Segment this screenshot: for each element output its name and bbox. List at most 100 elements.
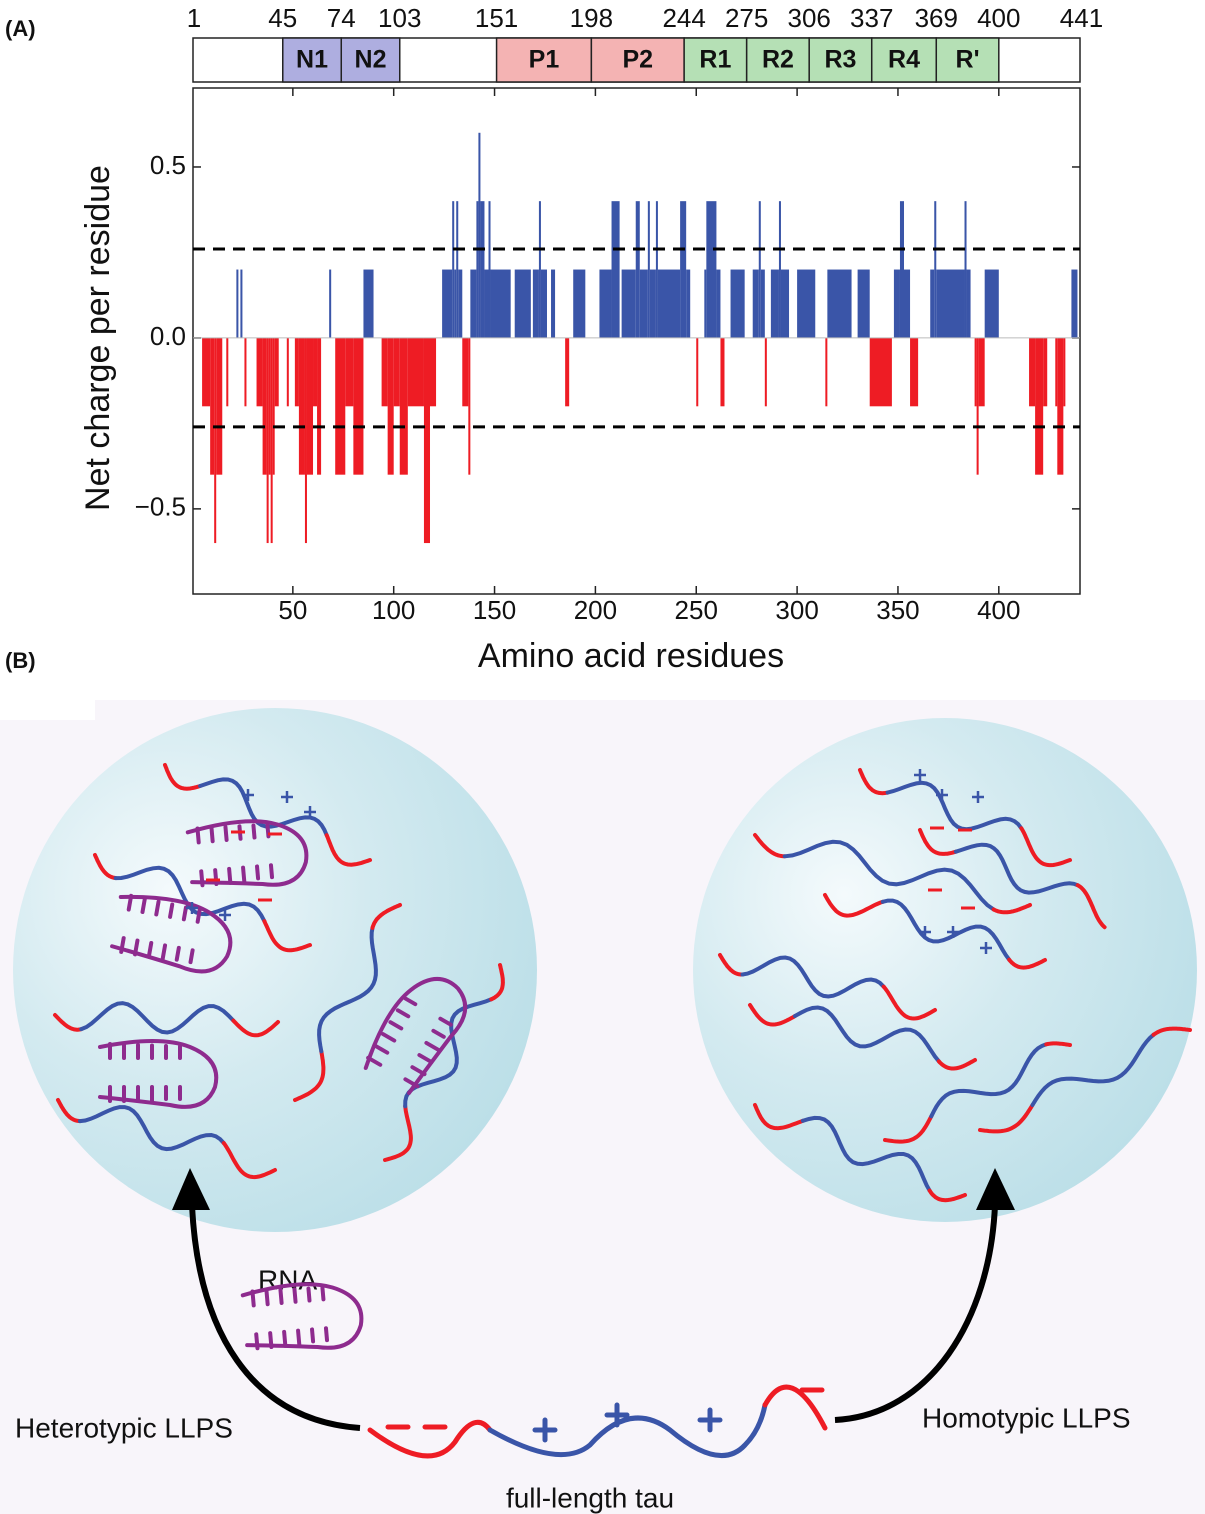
- domain-boundary-label: 441: [1060, 3, 1103, 33]
- x-axis-label: Amino acid residues: [478, 637, 784, 675]
- tau-chain: [800, 1115, 932, 1193]
- bar: [936, 269, 965, 338]
- tau-label: full-length tau: [506, 1482, 674, 1513]
- y-axis-label: Net charge per residue: [79, 165, 117, 511]
- bar: [966, 269, 971, 338]
- bar: [317, 337, 322, 475]
- bar: [978, 337, 985, 407]
- bar: [480, 201, 485, 338]
- bar: [764, 337, 767, 407]
- bar: [490, 269, 511, 338]
- bar: [381, 337, 388, 407]
- bar: [706, 201, 717, 338]
- rna-base: [168, 902, 175, 919]
- bar: [910, 337, 919, 407]
- bar: [304, 337, 307, 544]
- bar: [387, 337, 394, 475]
- rna-base: [292, 1287, 298, 1304]
- bar: [573, 269, 586, 338]
- rna-base: [431, 1028, 446, 1039]
- rna-base: [417, 1053, 434, 1065]
- domain-label: R': [956, 46, 980, 74]
- bar: [730, 269, 745, 338]
- rna-base: [126, 893, 134, 912]
- bar: [899, 201, 905, 338]
- rna-base: [320, 1285, 326, 1302]
- rna-backbone: [363, 977, 468, 1095]
- tau-chain: [221, 1141, 277, 1180]
- tau-chain: [880, 898, 1012, 962]
- bar: [551, 269, 556, 338]
- x-tick-label: 300: [775, 595, 818, 625]
- panel-a: (A) Amino acid residues Net charge per r…: [5, 3, 1103, 675]
- tau-chain: [718, 953, 745, 977]
- bar: [532, 269, 539, 338]
- plus-sign: [281, 791, 293, 803]
- domain-boundary-label: 45: [268, 3, 297, 33]
- arrow: [834, 1204, 998, 1423]
- bar: [452, 201, 455, 338]
- rna-base: [395, 1008, 411, 1019]
- bar: [274, 337, 279, 407]
- rna-base: [255, 864, 261, 881]
- bar: [476, 201, 479, 338]
- domain-label: N1: [296, 46, 328, 74]
- bar: [458, 269, 463, 338]
- domain-boundary-label: 275: [725, 3, 768, 33]
- rna-base: [174, 945, 181, 962]
- bar: [752, 269, 759, 338]
- bar: [214, 337, 217, 544]
- bar: [393, 337, 400, 407]
- rna-base: [403, 1077, 420, 1089]
- bar: [363, 269, 374, 338]
- rna-base: [410, 1065, 427, 1077]
- rna-base: [310, 1327, 316, 1344]
- rna-base: [254, 1332, 260, 1351]
- rna-base: [119, 936, 126, 954]
- plus-sign: [219, 909, 231, 921]
- tau-chain: [53, 1013, 84, 1032]
- domain-boundary-label: 1: [187, 3, 201, 33]
- arrow-head: [172, 1168, 210, 1210]
- rna: [98, 1039, 219, 1109]
- bar: [716, 269, 721, 338]
- bar: [655, 201, 658, 338]
- tau-chain: [262, 919, 312, 953]
- bar: [704, 269, 707, 338]
- rna-backbone: [110, 894, 233, 974]
- bar: [540, 269, 547, 338]
- bar: [345, 337, 354, 407]
- domain-label: R1: [699, 46, 731, 74]
- bar: [210, 337, 215, 475]
- rna: [110, 893, 233, 974]
- plus-sign: [919, 926, 931, 938]
- bar: [565, 337, 570, 407]
- bar: [657, 269, 681, 338]
- tau-chain: [1075, 883, 1107, 930]
- tau-chain: [793, 1005, 941, 1064]
- bar: [226, 337, 229, 407]
- rna-base: [160, 943, 168, 962]
- rna-base: [251, 823, 257, 840]
- bar: [294, 337, 299, 407]
- minus-sign: [385, 1387, 825, 1430]
- tau-chain: [740, 955, 886, 999]
- tau-chain: [78, 1105, 226, 1152]
- tau-chain: [953, 842, 1080, 895]
- tau-chain: [782, 839, 996, 912]
- y-tick-label: 0.0: [150, 321, 186, 351]
- tau-chain: [1030, 1032, 1156, 1107]
- bar: [468, 337, 471, 475]
- bar: [423, 337, 431, 544]
- tau-chain: [927, 1188, 967, 1203]
- rna-base: [306, 1286, 312, 1303]
- bar: [778, 201, 781, 338]
- rna-base: [296, 1328, 302, 1347]
- bar: [621, 269, 636, 338]
- bar: [266, 337, 269, 544]
- bar: [442, 269, 453, 338]
- tau-chain: [93, 853, 118, 881]
- domain: [745, 37, 810, 83]
- bar: [635, 201, 640, 338]
- tau-chain: [56, 1098, 82, 1124]
